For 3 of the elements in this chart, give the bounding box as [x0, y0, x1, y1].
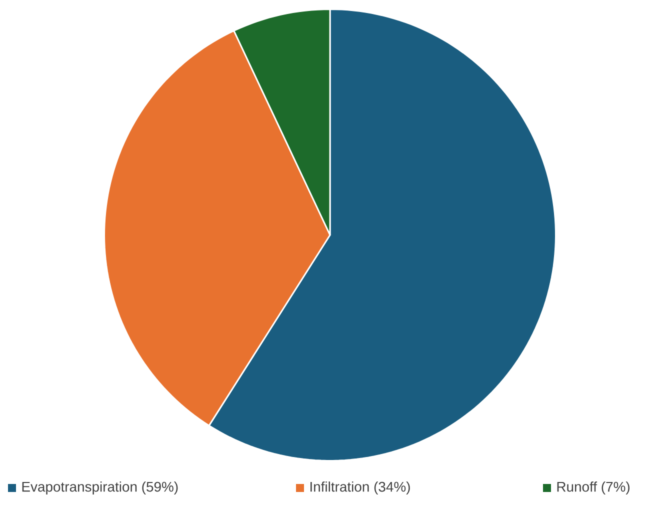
legend-label: Infiltration (34%) — [310, 481, 410, 494]
legend-label: Runoff (7%) — [557, 481, 630, 494]
legend-label: Evapotranspiration (59%) — [22, 481, 178, 494]
